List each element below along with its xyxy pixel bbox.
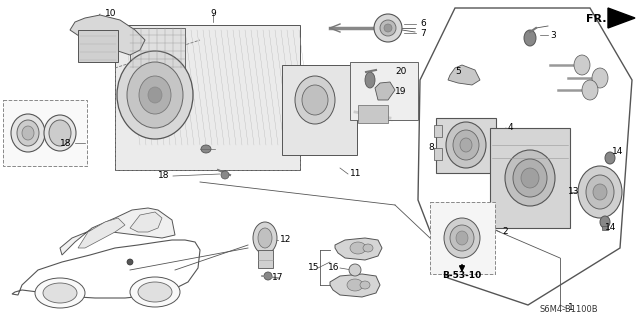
Text: 2: 2 <box>502 227 508 236</box>
Text: 17: 17 <box>272 273 284 283</box>
Ellipse shape <box>127 259 133 265</box>
Text: 4: 4 <box>508 123 514 132</box>
Ellipse shape <box>384 24 392 32</box>
Ellipse shape <box>302 85 328 115</box>
Ellipse shape <box>380 20 396 36</box>
Ellipse shape <box>138 282 172 302</box>
Bar <box>258 250 273 268</box>
Ellipse shape <box>592 68 608 88</box>
Polygon shape <box>330 274 380 297</box>
Ellipse shape <box>139 76 171 114</box>
Text: 1: 1 <box>568 303 573 313</box>
Bar <box>434 125 442 137</box>
Ellipse shape <box>264 272 272 280</box>
Bar <box>115 25 300 170</box>
Text: 14: 14 <box>605 224 616 233</box>
Ellipse shape <box>460 138 472 152</box>
Text: 6: 6 <box>420 19 426 28</box>
Ellipse shape <box>524 30 536 46</box>
Polygon shape <box>60 208 175 255</box>
Ellipse shape <box>17 120 39 146</box>
Bar <box>430 202 495 274</box>
Ellipse shape <box>35 278 85 308</box>
Bar <box>358 105 388 123</box>
Text: 19: 19 <box>395 87 406 97</box>
Polygon shape <box>78 218 125 248</box>
Text: B-53-10: B-53-10 <box>442 271 481 280</box>
Bar <box>78 30 118 62</box>
Ellipse shape <box>127 62 183 128</box>
Ellipse shape <box>446 122 486 168</box>
Polygon shape <box>448 65 480 85</box>
Text: 18: 18 <box>60 138 72 147</box>
Ellipse shape <box>221 171 229 179</box>
Bar <box>3 100 87 166</box>
Ellipse shape <box>295 76 335 124</box>
Ellipse shape <box>49 120 71 146</box>
Text: 13: 13 <box>568 188 579 197</box>
Ellipse shape <box>521 168 539 188</box>
Text: 8: 8 <box>428 144 434 152</box>
Ellipse shape <box>600 216 610 228</box>
Ellipse shape <box>605 152 615 164</box>
Ellipse shape <box>574 55 590 75</box>
Text: 16: 16 <box>328 263 339 272</box>
Bar <box>602 226 608 230</box>
Ellipse shape <box>365 72 375 88</box>
Polygon shape <box>335 238 382 260</box>
Ellipse shape <box>374 14 402 42</box>
Text: 18: 18 <box>158 172 170 181</box>
Ellipse shape <box>444 218 480 258</box>
Text: 14: 14 <box>612 147 623 157</box>
Text: S6M4-B1100B: S6M4-B1100B <box>540 306 598 315</box>
Ellipse shape <box>43 283 77 303</box>
Ellipse shape <box>349 264 361 276</box>
Text: 20: 20 <box>395 68 406 77</box>
Ellipse shape <box>453 130 479 160</box>
Ellipse shape <box>11 114 45 152</box>
Polygon shape <box>130 212 162 232</box>
Ellipse shape <box>450 225 474 251</box>
Ellipse shape <box>44 115 76 151</box>
Ellipse shape <box>505 150 555 206</box>
Bar <box>436 118 496 173</box>
Ellipse shape <box>513 159 547 197</box>
Bar <box>490 128 570 228</box>
Ellipse shape <box>586 175 614 209</box>
Polygon shape <box>375 82 395 100</box>
Text: 15: 15 <box>308 263 319 272</box>
Text: 7: 7 <box>420 28 426 38</box>
Ellipse shape <box>578 166 622 218</box>
Ellipse shape <box>22 126 34 140</box>
Text: 5: 5 <box>455 68 461 77</box>
Bar <box>434 148 442 160</box>
Text: 12: 12 <box>280 235 291 244</box>
Ellipse shape <box>593 184 607 200</box>
Bar <box>350 62 418 120</box>
Ellipse shape <box>148 87 162 103</box>
Text: FR.: FR. <box>586 14 607 24</box>
Ellipse shape <box>360 281 370 289</box>
Text: 3: 3 <box>550 31 556 40</box>
Ellipse shape <box>350 242 366 254</box>
Ellipse shape <box>347 279 363 291</box>
Ellipse shape <box>130 277 180 307</box>
Ellipse shape <box>456 231 468 245</box>
Ellipse shape <box>363 244 373 252</box>
Text: 11: 11 <box>350 169 362 179</box>
Ellipse shape <box>117 51 193 139</box>
Text: 10: 10 <box>105 10 116 19</box>
Ellipse shape <box>201 145 211 153</box>
Polygon shape <box>608 8 635 28</box>
Ellipse shape <box>258 228 272 248</box>
Ellipse shape <box>253 222 277 254</box>
Ellipse shape <box>582 80 598 100</box>
Polygon shape <box>70 15 145 55</box>
Text: 9: 9 <box>210 10 216 19</box>
Bar <box>130 28 185 68</box>
Bar <box>282 65 357 155</box>
